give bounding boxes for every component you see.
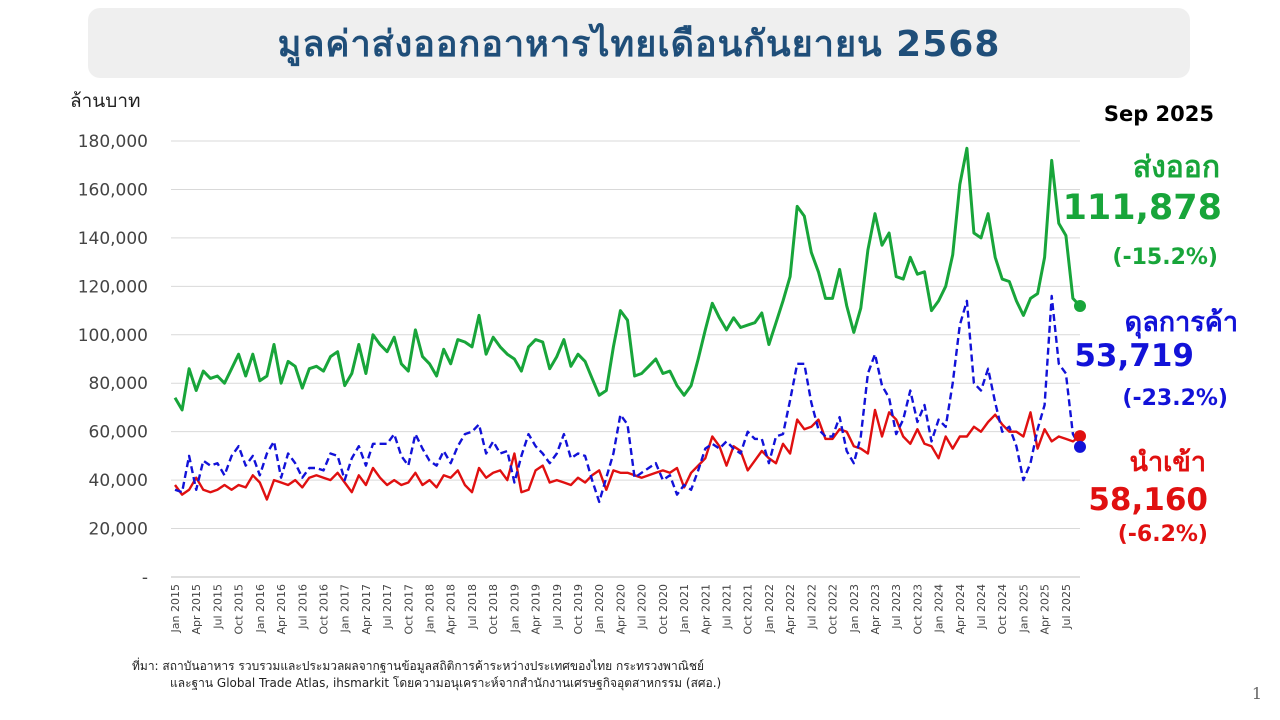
page-number: 1 xyxy=(1251,684,1262,703)
x-axis-ticks: Jan 2015 Apr 2015 Jul 2015 Oct 2015 Jan 2016… xyxy=(169,584,1073,635)
x-tick-label: Oct 2016 xyxy=(317,584,330,635)
x-tick-label: Oct 2021 xyxy=(742,584,755,635)
x-tick-label: Apr 2022 xyxy=(784,584,797,635)
x-tick-label: Jul 2024 xyxy=(975,584,988,630)
x-tick-label: Oct 2023 xyxy=(911,584,924,635)
y-tick-label: 140,000 xyxy=(78,229,148,249)
y-tick-label: 40,000 xyxy=(89,471,148,491)
series-lines xyxy=(173,146,1082,504)
grid-lines xyxy=(171,140,1080,578)
x-tick-label: Apr 2018 xyxy=(445,584,458,635)
x-tick-label: Jul 2019 xyxy=(551,584,564,630)
x-tick-label: Oct 2022 xyxy=(827,584,840,635)
imports-series-line xyxy=(174,408,1081,501)
x-tick-label: Jan 2016 xyxy=(254,584,267,633)
x-tick-label: Apr 2025 xyxy=(1039,584,1052,635)
y-tick-label: 60,000 xyxy=(89,423,148,443)
x-tick-label: Jan 2019 xyxy=(508,584,521,633)
y-tick-label: 100,000 xyxy=(78,326,148,346)
exports-value: 111,878 xyxy=(1062,188,1222,228)
x-tick-label: Apr 2016 xyxy=(275,584,288,635)
y-tick-label: 20,000 xyxy=(89,520,148,540)
x-tick-label: Oct 2015 xyxy=(233,584,246,635)
imports-value: 58,160 xyxy=(1088,482,1208,518)
x-tick-label: Jan 2025 xyxy=(1017,584,1030,633)
x-tick-label: Apr 2024 xyxy=(954,584,967,635)
x-tick-label: Jan 2017 xyxy=(339,584,352,633)
x-tick-label: Apr 2017 xyxy=(360,584,373,635)
x-tick-label: Jul 2021 xyxy=(720,584,733,630)
imports-label: นำเข้า xyxy=(1129,447,1206,478)
x-tick-label: Apr 2021 xyxy=(699,584,712,635)
balance-value: 53,719 xyxy=(1074,338,1194,374)
exports-series-line xyxy=(173,146,1082,412)
x-tick-label: Jul 2025 xyxy=(1060,584,1073,630)
x-tick-label: Oct 2018 xyxy=(487,584,500,635)
x-tick-label: Oct 2017 xyxy=(402,584,415,635)
source-line-1: ที่มา: สถาบันอาหาร รวบรวมและประมวลผลจากฐ… xyxy=(132,659,705,673)
x-tick-label: Jan 2018 xyxy=(424,584,437,633)
x-tick-label: Jan 2021 xyxy=(678,584,691,633)
y-tick-label: 120,000 xyxy=(78,277,148,297)
y-tick-label: 160,000 xyxy=(78,180,148,200)
x-tick-label: Jul 2023 xyxy=(890,584,903,630)
x-tick-label: Jan 2015 xyxy=(169,584,182,633)
source-line-2: และฐาน Global Trade Atlas, ihsmarkit โดย… xyxy=(170,676,722,690)
x-tick-label: Jul 2022 xyxy=(805,584,818,630)
imports-change: (-6.2%) xyxy=(1117,522,1208,547)
chart-title: มูลค่าส่งออกอาหารไทยเดือนกันยายน 2568 xyxy=(277,23,1001,65)
balance-change: (-23.2%) xyxy=(1122,386,1228,411)
source-note: ที่มา: สถาบันอาหาร รวบรวมและประมวลผลจากฐ… xyxy=(132,658,721,692)
x-tick-label: Oct 2019 xyxy=(572,584,585,635)
x-tick-label: Jan 2024 xyxy=(933,584,946,633)
title-banner: มูลค่าส่งออกอาหารไทยเดือนกันยายน 2568 xyxy=(88,8,1190,78)
balance-series-line xyxy=(174,294,1082,504)
x-tick-label: Apr 2020 xyxy=(614,584,627,635)
x-tick-label: Jan 2023 xyxy=(848,584,861,633)
x-tick-label: Jul 2020 xyxy=(636,584,649,630)
x-tick-label: Apr 2023 xyxy=(869,584,882,635)
x-tick-label: Oct 2024 xyxy=(996,584,1009,635)
x-tick-label: Jan 2020 xyxy=(593,584,606,633)
period-label: Sep 2025 xyxy=(1103,102,1214,126)
x-tick-label: Jul 2015 xyxy=(211,584,224,630)
x-tick-label: Apr 2015 xyxy=(190,584,203,635)
y-tick-label: 80,000 xyxy=(89,374,148,394)
end-markers xyxy=(1074,300,1086,453)
x-tick-label: Jul 2017 xyxy=(381,584,394,630)
y-tick-label: 180,000 xyxy=(78,132,148,152)
balance-label: ดุลการค้า xyxy=(1124,307,1238,338)
exports-end-marker xyxy=(1074,300,1086,313)
y-axis-ticks: - 20,000 40,000 60,000 80,000 100,000 120,000 1… xyxy=(78,132,148,588)
exports-change: (-15.2%) xyxy=(1112,245,1218,270)
y-tick-label: - xyxy=(142,568,148,588)
balance-end-marker xyxy=(1074,440,1086,453)
x-tick-label: Jan 2022 xyxy=(763,584,776,633)
y-axis-unit: ล้านบาท xyxy=(70,90,141,112)
x-tick-label: Oct 2020 xyxy=(657,584,670,635)
x-tick-label: Jul 2016 xyxy=(296,584,309,630)
exports-label: ส่งออก xyxy=(1132,150,1220,185)
x-tick-label: Jul 2018 xyxy=(466,584,479,630)
x-tick-label: Apr 2019 xyxy=(530,584,543,635)
imports-end-marker xyxy=(1074,430,1086,443)
